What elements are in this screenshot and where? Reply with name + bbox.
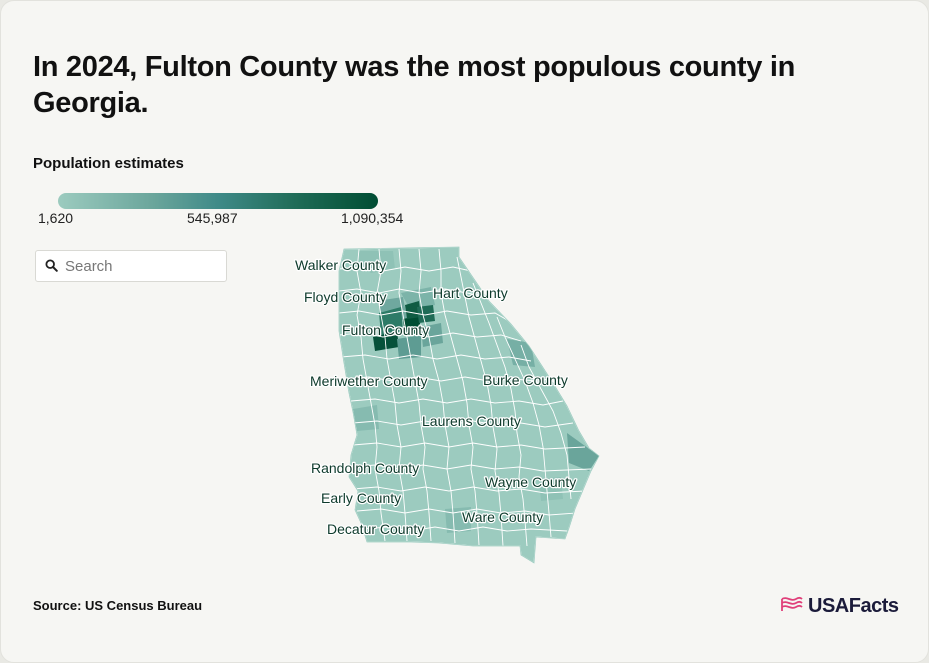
county-label-hart: Hart County — [433, 285, 508, 301]
county[interactable] — [445, 507, 471, 533]
search-input[interactable] — [63, 255, 222, 277]
county-label-floyd: Floyd County — [304, 289, 386, 305]
county-labels: Walker County Floyd County Hart County F… — [294, 256, 578, 539]
state-outline — [338, 246, 600, 564]
source-note: Source: US Census Bureau — [33, 598, 203, 613]
search-box[interactable] — [35, 250, 227, 282]
legend-color-scale — [58, 193, 378, 209]
county-label-wayne: Wayne County — [485, 474, 576, 490]
legend-max-label: 1,090,354 — [341, 210, 404, 226]
brand-name: USAFacts — [808, 594, 899, 617]
county-label-burke: Burke County — [483, 372, 568, 388]
usafacts-flag-icon — [780, 596, 804, 617]
county-label-randolph: Randolph County — [311, 460, 419, 476]
county[interactable] — [539, 477, 563, 501]
county[interactable] — [417, 305, 435, 323]
county-label-fulton: Fulton County — [342, 322, 429, 338]
county[interactable] — [567, 433, 599, 471]
county-label-decatur: Decatur County — [327, 521, 424, 537]
county-label-meriwether: Meriwether County — [310, 373, 428, 389]
county-borders — [339, 248, 592, 547]
legend-title: Population estimates — [33, 155, 184, 172]
county[interactable] — [405, 301, 421, 319]
brand-logo[interactable]: USAFacts — [780, 593, 899, 619]
county-label-walker: Walker County — [295, 257, 386, 273]
legend-min-label: 1,620 — [38, 210, 74, 226]
county-label-early: Early County — [321, 490, 401, 506]
search-icon — [45, 259, 58, 277]
county[interactable] — [403, 315, 421, 335]
county-label-laurens: Laurens County — [422, 413, 521, 429]
county[interactable] — [357, 251, 395, 273]
county-label-ware: Ware County — [462, 509, 543, 525]
legend-mid-label: 545,987 — [187, 210, 238, 226]
page-title: In 2024, Fulton County was the most popu… — [33, 51, 796, 119]
